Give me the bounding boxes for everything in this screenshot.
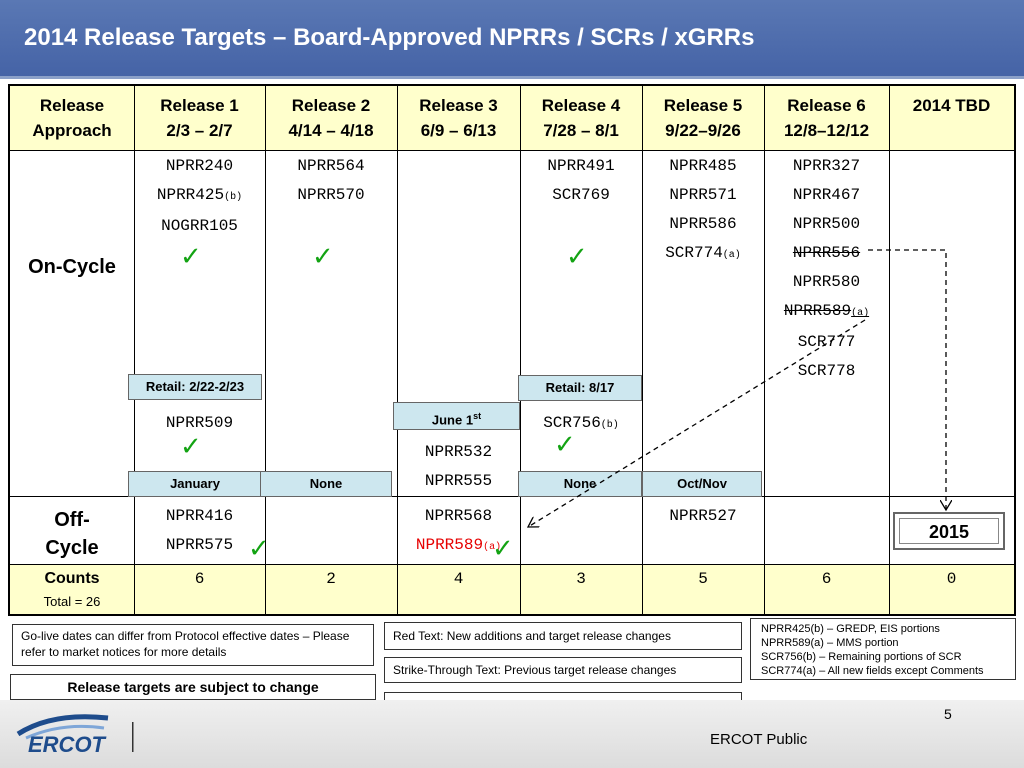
year-2015-box: 2015 [893, 512, 1005, 550]
month-box-none-r4: None [518, 471, 642, 497]
check-icon: ✓ [566, 242, 588, 272]
retail-release-4-item: SCR756(b) [543, 414, 619, 432]
retail-box-release-4: Retail: 8/17 [518, 375, 642, 401]
header-release-1: Release 1 2/3 – 2/7 [160, 96, 239, 140]
count-release-1: 6 [194, 570, 205, 588]
check-icon: ✓ [312, 242, 334, 272]
release-table: Release Approach Release 1 2/3 – 2/7 Relea… [8, 84, 1016, 616]
page-number: 5 [944, 706, 952, 722]
svg-text:ERCOT: ERCOT [28, 732, 107, 757]
check-icon: ✓ [492, 534, 514, 564]
june-1st-box: June 1st [393, 402, 520, 430]
month-box-oct-nov: Oct/Nov [642, 471, 762, 497]
check-icon: ✓ [248, 534, 270, 564]
note-phase-legend: NPRR425(b) – GREDP, EIS portions NPRR589(… [750, 618, 1016, 680]
on-cycle-release-5: NPRR485 NPRR571 NPRR586 SCR774(a) [665, 157, 741, 262]
header-release-4: Release 4 7/28 – 8/1 [541, 96, 621, 140]
header-2014-tbd: 2014 TBD [912, 96, 991, 115]
note-strike-text: Strike-Through Text: Previous target rel… [384, 657, 742, 683]
arrow-to-off-cycle [528, 319, 866, 527]
note-subject-to-change: Release targets are subject to change [10, 674, 376, 700]
row-label-counts: Counts [44, 570, 100, 587]
count-release-2: 2 [326, 570, 336, 588]
on-cycle-release-2: NPRR564 NPRR570 [297, 157, 365, 204]
off-cycle-release-3: NPRR568 NPRR589(a) [415, 507, 502, 554]
retail-box-release-1: Retail: 2/22-2/23 [128, 374, 262, 400]
count-2014-tbd: 0 [946, 570, 957, 588]
count-release-6: 6 [821, 570, 832, 588]
header-release-approach: Release Approach [32, 96, 112, 140]
on-cycle-release-4: NPRR491 SCR769 [547, 157, 615, 204]
month-box-none-r2: None [260, 471, 392, 497]
header-row [10, 86, 1014, 150]
off-cycle-release-5: NPRR527 [669, 507, 737, 525]
header-release-5: Release 5 9/22–9/26 [663, 96, 743, 140]
check-icon: ✓ [180, 242, 202, 272]
count-release-4: 3 [576, 570, 586, 588]
ercot-logo: ERCOT [12, 708, 142, 760]
on-cycle-release-1: NPRR240 NPRR425(b) NOGRR105 [156, 157, 243, 235]
note-red-text: Red Text: New additions and target relea… [384, 622, 742, 650]
retail-release-3-items: NPRR532 NPRR555 [424, 443, 493, 490]
footer [0, 700, 1024, 768]
retail-release-1-item: NPRR509 [165, 414, 234, 432]
row-label-off-cycle: Off- Cycle [45, 509, 99, 559]
off-cycle-release-1: NPRR416 NPRR575 [165, 507, 234, 554]
on-cycle-release-6: NPRR327 NPRR467 NPRR500 NPRR556 NPRR580 NP… [783, 157, 870, 380]
counts-row [10, 564, 1014, 614]
note-golive: Go-live dates can differ from Protocol e… [12, 624, 374, 666]
count-release-3: 4 [453, 570, 464, 588]
title-bar: 2014 Release Targets – Board-Approved NP… [0, 0, 1024, 79]
ercot-public-label: ERCOT Public [710, 731, 808, 748]
header-release-3: Release 3 6/9 – 6/13 [419, 96, 498, 140]
arrow-to-2015 [868, 249, 946, 510]
slide-title: 2014 Release Targets – Board-Approved NP… [24, 24, 755, 51]
header-release-6: Release 6 12/8–12/12 [783, 96, 870, 140]
row-label-on-cycle: On-Cycle [28, 256, 116, 278]
counts-total: Total = 26 [43, 594, 101, 609]
check-icon: ✓ [554, 430, 576, 460]
header-release-2: Release 2 4/14 – 4/18 [288, 96, 374, 140]
count-release-5: 5 [698, 570, 708, 588]
check-icon: ✓ [180, 432, 202, 462]
